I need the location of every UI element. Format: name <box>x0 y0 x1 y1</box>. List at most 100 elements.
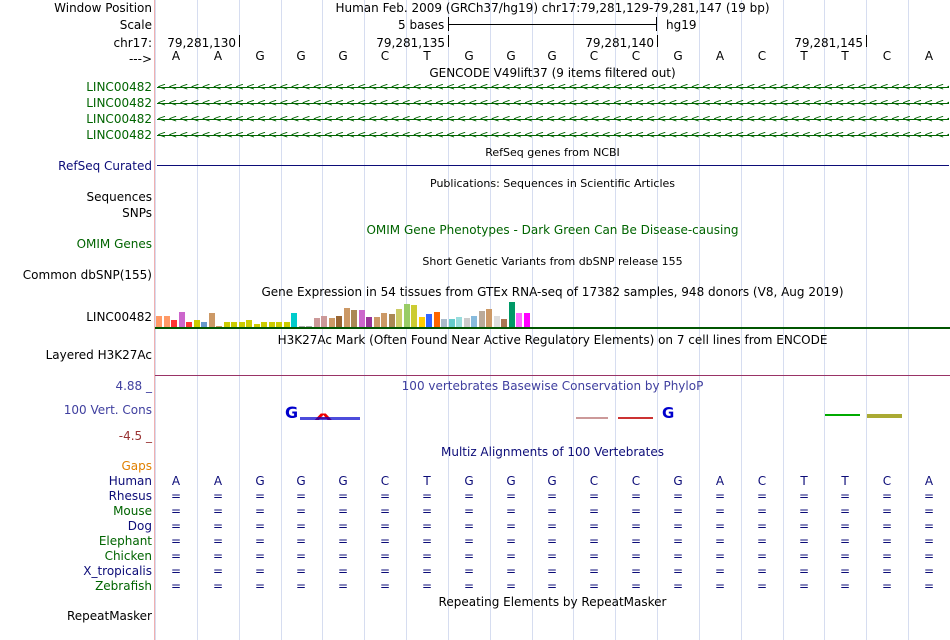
gtex-bar-chart[interactable] <box>156 300 556 327</box>
gtex-tissue-bar[interactable] <box>193 320 200 327</box>
gtex-tissue-bar[interactable] <box>276 322 282 327</box>
gtex-tissue-bar[interactable] <box>471 316 477 327</box>
aligned-match: = <box>212 489 224 503</box>
gtex-tissue-bar[interactable] <box>456 317 462 327</box>
gtex-tissue-bar[interactable] <box>433 312 440 327</box>
gtex-tissue-bar[interactable] <box>328 318 335 327</box>
aligned-match: = <box>923 579 935 593</box>
gtex-tissue-bar[interactable] <box>163 316 170 327</box>
gencode-item-label[interactable]: LINC00482 <box>86 128 152 142</box>
base-letter: G <box>506 49 516 63</box>
gtex-tissue-bar[interactable] <box>478 311 485 327</box>
aligned-match: = <box>170 549 182 563</box>
species-label[interactable]: X_tropicalis <box>83 564 152 578</box>
aligned-match: = <box>212 549 224 563</box>
aligned-base: G <box>673 474 683 488</box>
species-label[interactable]: Elephant <box>98 534 152 548</box>
species-label[interactable]: Rhesus <box>108 489 152 503</box>
gencode-item-label[interactable]: LINC00482 <box>86 112 152 126</box>
gencode-item-feature[interactable]: <<<<<<<<<<<<<<<<<<<<<<<<<<<<<<<<<<<<<<<<… <box>157 100 949 108</box>
gtex-tissue-bar[interactable] <box>508 302 515 327</box>
gtex-tissue-bar[interactable] <box>426 314 432 327</box>
gtex-tissue-bar[interactable] <box>523 313 530 327</box>
gtex-tissue-bar[interactable] <box>261 322 267 327</box>
gtex-tissue-bar[interactable] <box>358 310 365 327</box>
aligned-match: = <box>672 579 684 593</box>
aligned-match: = <box>212 519 224 533</box>
gtex-tissue-bar[interactable] <box>216 326 222 327</box>
gtex-tissue-bar[interactable] <box>388 314 395 327</box>
aligned-match: = <box>923 504 935 518</box>
gtex-tissue-bar[interactable] <box>156 316 162 327</box>
aligned-match: = <box>546 534 558 548</box>
gtex-tissue-bar[interactable] <box>366 317 372 327</box>
gencode-item-label[interactable]: LINC00482 <box>86 80 152 94</box>
gtex-tissue-bar[interactable] <box>306 326 312 327</box>
gtex-tissue-bar[interactable] <box>298 326 305 327</box>
gtex-tissue-bar[interactable] <box>268 322 275 327</box>
gtex-tissue-bar[interactable] <box>171 320 177 327</box>
gtex-tissue-bar[interactable] <box>516 313 522 327</box>
gtex-tissue-bar[interactable] <box>493 316 500 327</box>
dbsnp-label[interactable]: Common dbSNP(155) <box>22 268 152 282</box>
ruler-tick <box>866 35 867 47</box>
gtex-tissue-bar[interactable] <box>208 313 215 327</box>
gtex-tissue-bar[interactable] <box>463 318 470 327</box>
multiz-gaps-label[interactable]: Gaps <box>121 459 152 473</box>
gtex-tissue-bar[interactable] <box>343 308 350 327</box>
conservation-label[interactable]: 100 Vert. Cons <box>63 403 152 417</box>
omim-label[interactable]: OMIM Genes <box>76 237 152 251</box>
scale-label: Scale <box>119 18 152 32</box>
gtex-tissue-bar[interactable] <box>441 319 447 327</box>
aligned-match: = <box>714 534 726 548</box>
gtex-tissue-bar[interactable] <box>396 309 402 327</box>
gtex-tissue-bar[interactable] <box>201 322 207 327</box>
species-label[interactable]: Human <box>108 474 152 488</box>
gtex-tissue-bar[interactable] <box>403 304 410 327</box>
gencode-item-feature[interactable]: <<<<<<<<<<<<<<<<<<<<<<<<<<<<<<<<<<<<<<<<… <box>157 116 949 124</box>
gtex-tissue-bar[interactable] <box>246 320 252 327</box>
gtex-tissue-bar[interactable] <box>381 313 387 327</box>
gtex-tissue-bar[interactable] <box>283 322 290 327</box>
gtex-tissue-bar[interactable] <box>501 319 507 327</box>
species-label[interactable]: Mouse <box>113 504 152 518</box>
h3k27ac-label[interactable]: Layered H3K27Ac <box>45 348 152 362</box>
gtex-tissue-bar[interactable] <box>238 322 245 327</box>
refseq-label[interactable]: RefSeq Curated <box>58 159 152 173</box>
ruler-tick <box>239 35 240 47</box>
aligned-match: = <box>923 534 935 548</box>
refseq-feature-line[interactable] <box>157 165 949 166</box>
species-label[interactable]: Chicken <box>104 549 152 563</box>
gtex-tissue-bar[interactable] <box>321 316 327 327</box>
aligned-match: = <box>546 564 558 578</box>
gtex-tissue-bar[interactable] <box>448 319 455 327</box>
species-label[interactable]: Zebrafish <box>95 579 152 593</box>
aligned-match: = <box>421 534 433 548</box>
gtex-tissue-bar[interactable] <box>223 322 230 327</box>
gtex-tissue-bar[interactable] <box>178 312 185 327</box>
gtex-tissue-bar[interactable] <box>351 310 357 327</box>
gencode-item-feature[interactable]: <<<<<<<<<<<<<<<<<<<<<<<<<<<<<<<<<<<<<<<<… <box>157 132 949 140</box>
gtex-tissue-bar[interactable] <box>373 317 380 327</box>
aligned-match: = <box>337 564 349 578</box>
gtex-tissue-bar[interactable] <box>291 313 297 327</box>
gencode-item-label[interactable]: LINC00482 <box>86 96 152 110</box>
gtex-tissue-bar[interactable] <box>313 318 320 327</box>
snps-label[interactable]: SNPs <box>122 206 152 220</box>
gtex-tissue-bar[interactable] <box>486 309 492 327</box>
gtex-tissue-bar[interactable] <box>253 324 260 327</box>
aligned-match: = <box>463 549 475 563</box>
gtex-tissue-bar[interactable] <box>186 322 192 327</box>
gencode-item-feature[interactable]: <<<<<<<<<<<<<<<<<<<<<<<<<<<<<<<<<<<<<<<<… <box>157 84 949 92</box>
gtex-tissue-bar[interactable] <box>336 316 342 327</box>
repeatmasker-label[interactable]: RepeatMasker <box>66 609 152 623</box>
aligned-match: = <box>463 489 475 503</box>
publications-label[interactable]: Sequences <box>86 190 152 204</box>
gtex-tissue-bar[interactable] <box>418 317 425 327</box>
aligned-match: = <box>798 534 810 548</box>
gtex-label[interactable]: LINC00482 <box>86 310 152 324</box>
species-label[interactable]: Dog <box>127 519 152 533</box>
gtex-tissue-bar[interactable] <box>411 305 417 327</box>
gtex-tissue-bar[interactable] <box>231 322 237 327</box>
aligned-match: = <box>630 489 642 503</box>
